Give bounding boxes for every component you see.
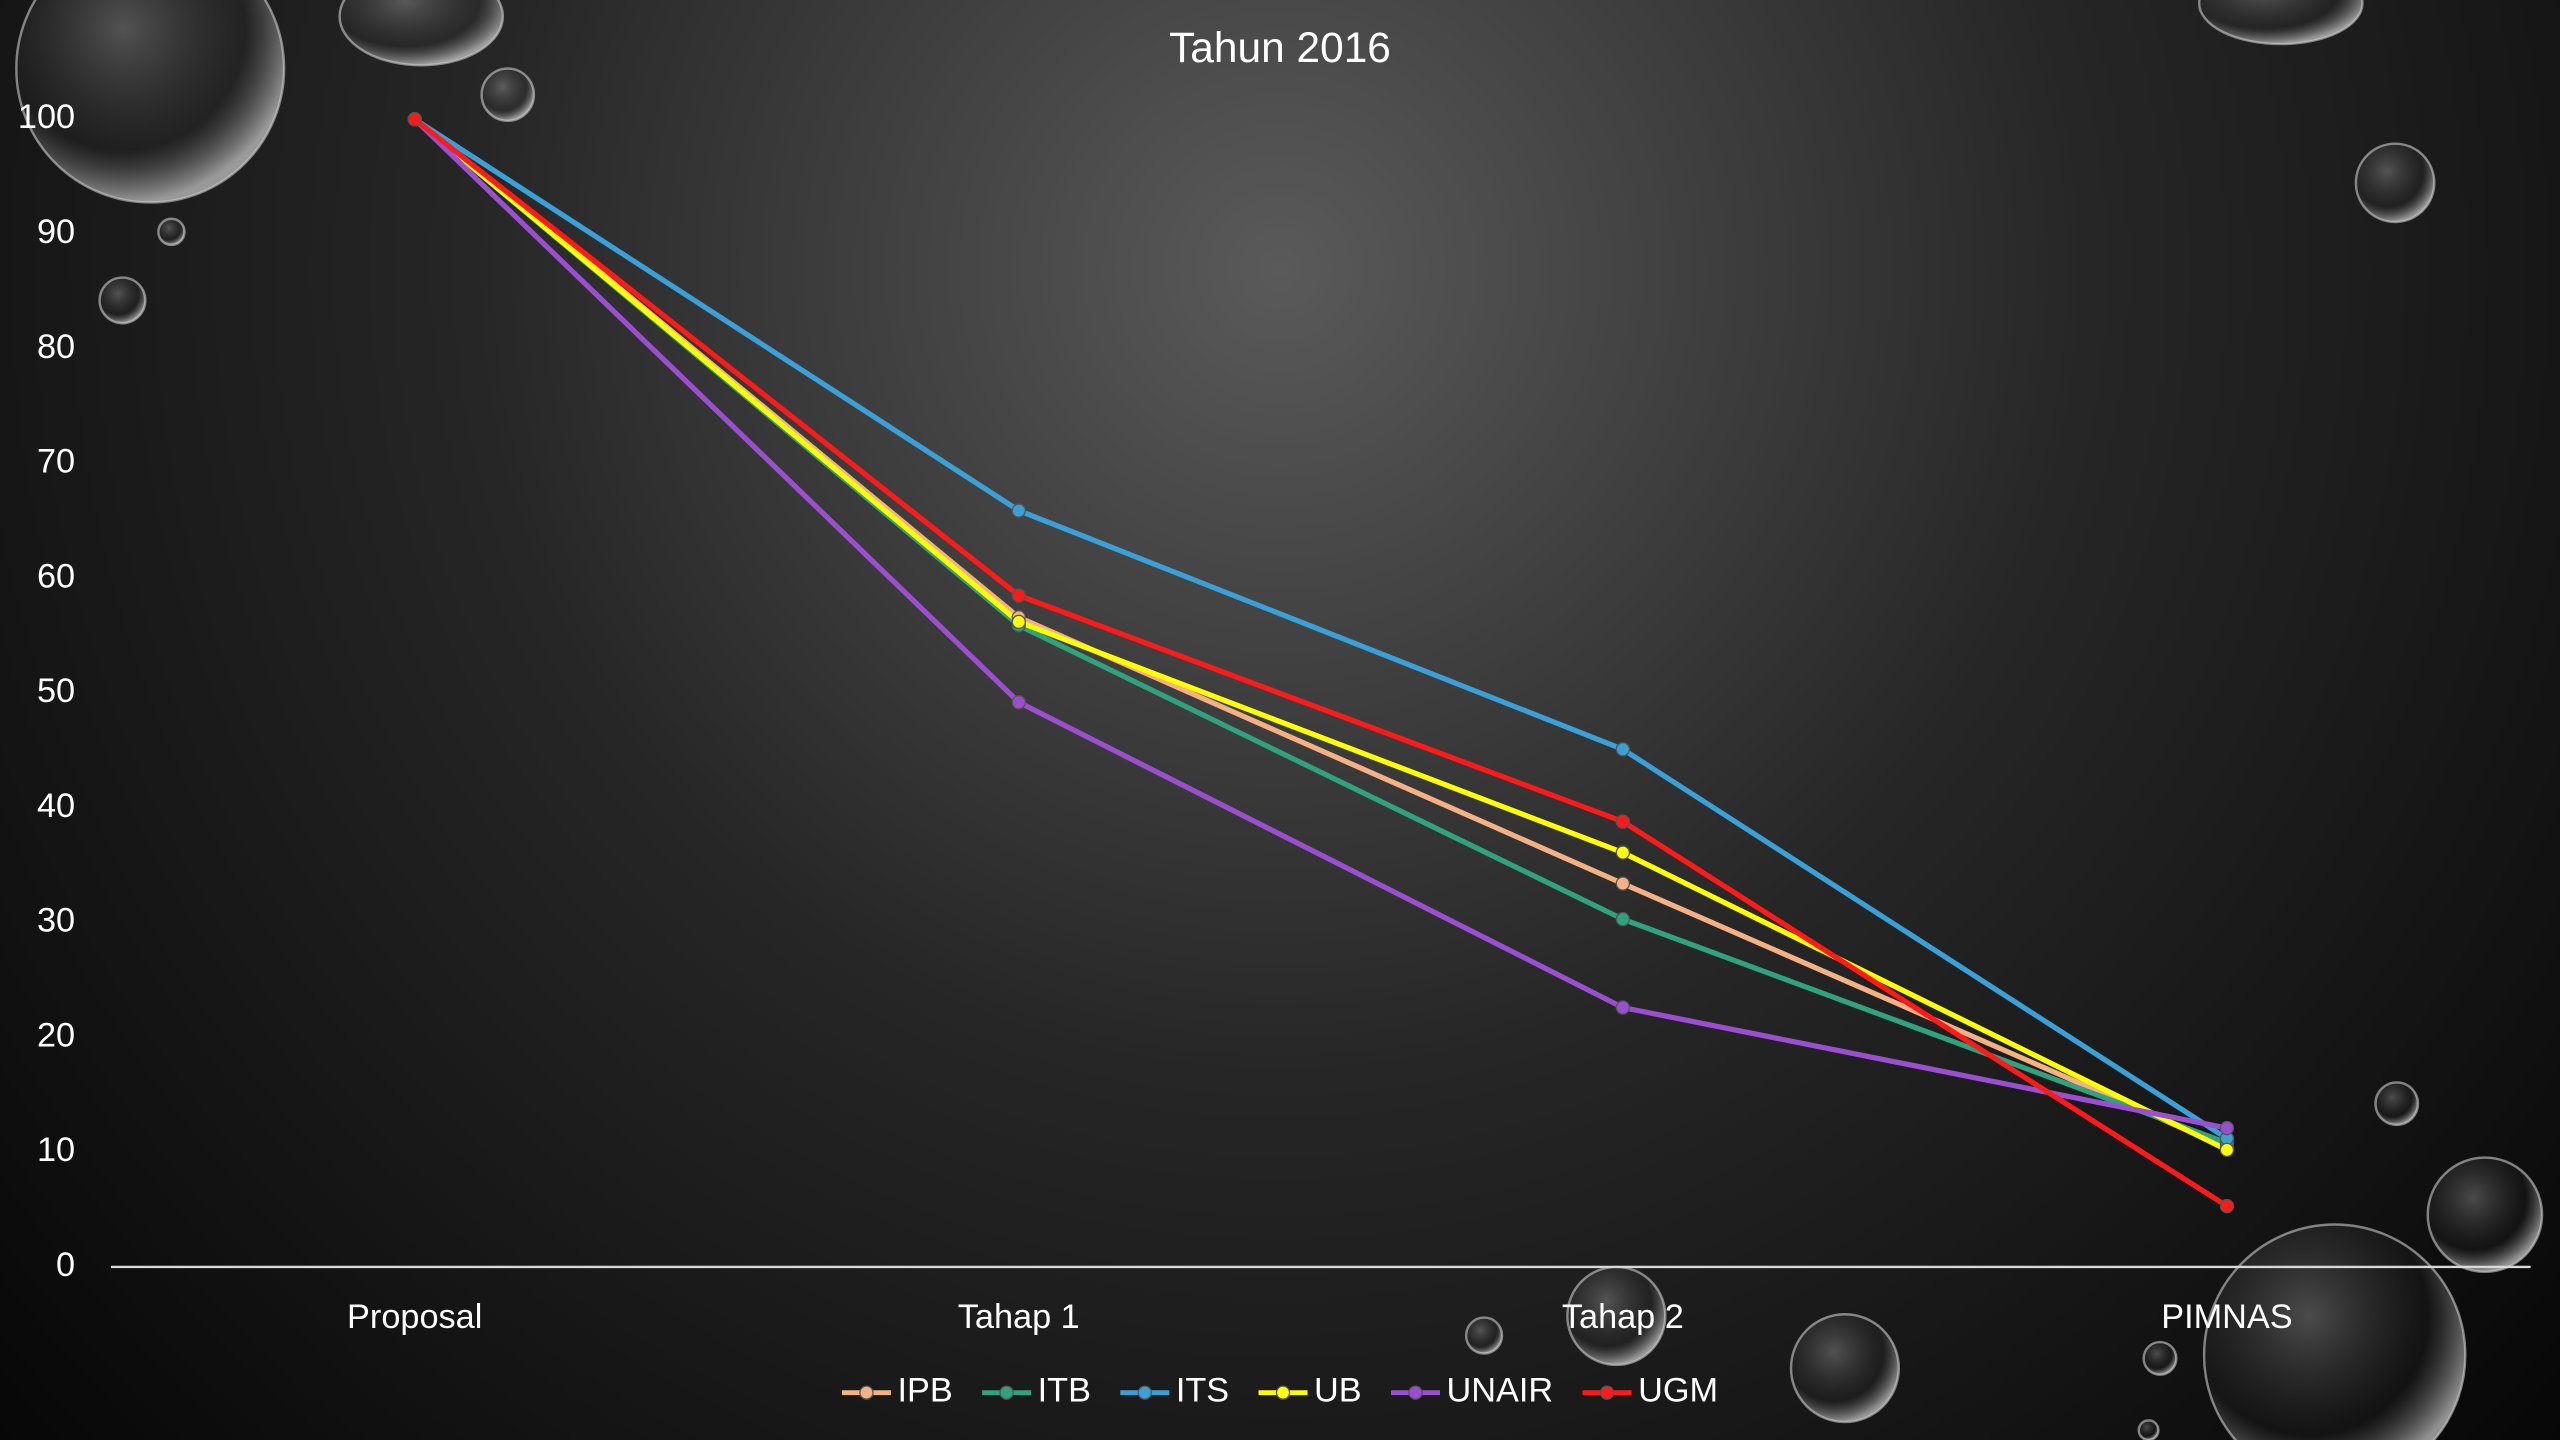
bubble bbox=[2144, 1342, 2177, 1375]
x-tick-label: Tahap 2 bbox=[1562, 1298, 1684, 1336]
data-point bbox=[2220, 1200, 2233, 1213]
y-tick-label: 10 bbox=[37, 1131, 75, 1169]
legend-label: IPB bbox=[897, 1372, 952, 1410]
data-point bbox=[1012, 589, 1025, 602]
bubble bbox=[2356, 144, 2434, 222]
x-tick-label: PIMNAS bbox=[2161, 1298, 2292, 1336]
y-tick-label: 40 bbox=[37, 787, 75, 825]
bubble bbox=[100, 278, 146, 324]
bubble bbox=[2376, 1082, 2418, 1124]
bubble bbox=[2428, 1158, 2542, 1272]
legend-swatch-dot bbox=[1601, 1386, 1614, 1399]
y-tick-label: 30 bbox=[37, 902, 75, 940]
y-tick-label: 80 bbox=[37, 328, 75, 366]
data-point bbox=[1012, 615, 1025, 628]
legend-swatch-dot bbox=[1138, 1386, 1151, 1399]
data-point bbox=[1616, 846, 1629, 859]
y-tick-label: 60 bbox=[37, 557, 75, 595]
legend-swatch-dot bbox=[1000, 1386, 1013, 1399]
legend-swatch-dot bbox=[1276, 1386, 1289, 1399]
data-point bbox=[1012, 504, 1025, 517]
legend-swatch-dot bbox=[1409, 1386, 1422, 1399]
bubble bbox=[1466, 1318, 1502, 1354]
chart: Tahun 2016 0 10 20 30 40 50 60 70 80 90 100 Proposa… bbox=[0, 0, 2560, 1440]
data-point bbox=[2220, 1143, 2233, 1156]
legend-label: UGM bbox=[1638, 1372, 1718, 1410]
x-tick-label: Tahap 1 bbox=[958, 1298, 1080, 1336]
data-point bbox=[1616, 913, 1629, 926]
bubble bbox=[1791, 1314, 1899, 1422]
legend-swatch-dot bbox=[860, 1386, 873, 1399]
legend-label: UB bbox=[1314, 1372, 1362, 1410]
bubble bbox=[158, 219, 184, 245]
data-point bbox=[408, 113, 421, 126]
data-point bbox=[1616, 877, 1629, 890]
page: Tahun 2016 0 10 20 30 40 50 60 70 80 90 100 Proposa… bbox=[0, 0, 2560, 1440]
data-point bbox=[1616, 815, 1629, 828]
data-point bbox=[2220, 1122, 2233, 1135]
legend-label: ITS bbox=[1176, 1372, 1229, 1410]
x-tick-label: Proposal bbox=[347, 1298, 482, 1336]
y-tick-label: 20 bbox=[37, 1016, 75, 1054]
y-tick-label: 90 bbox=[37, 213, 75, 251]
data-point bbox=[1012, 696, 1025, 709]
y-tick-label: 70 bbox=[37, 443, 75, 481]
y-tick-label: 0 bbox=[56, 1246, 75, 1284]
data-point bbox=[1616, 743, 1629, 756]
chart-title: Tahun 2016 bbox=[1169, 24, 1391, 71]
bubble bbox=[2139, 1420, 2159, 1440]
bubble bbox=[482, 69, 534, 121]
data-point bbox=[1616, 1001, 1629, 1014]
legend-label: UNAIR bbox=[1447, 1372, 1554, 1410]
y-tick-label: 50 bbox=[37, 672, 75, 710]
y-tick-label: 100 bbox=[18, 98, 75, 136]
legend-label: ITB bbox=[1038, 1372, 1091, 1410]
